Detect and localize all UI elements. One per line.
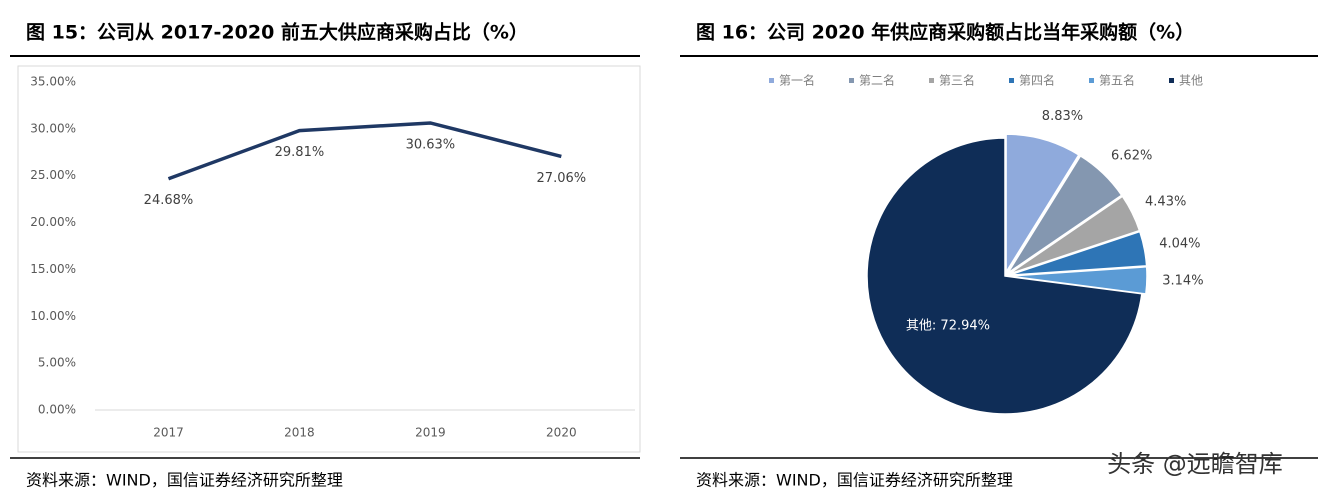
data-label: 8.83% xyxy=(1042,109,1083,124)
watermark: 头条 @远瞻智库 xyxy=(1107,450,1283,478)
legend-label: 第三名 xyxy=(939,73,975,88)
data-label: 其他: 72.94% xyxy=(906,319,990,334)
pie-slice xyxy=(1008,230,1148,276)
y-tick-label: 10.00% xyxy=(30,309,76,323)
plot-frame xyxy=(17,65,641,453)
x-tick-label: 2019 xyxy=(415,426,446,440)
data-label: 6.62% xyxy=(1111,148,1152,163)
legend-label: 其他 xyxy=(1179,74,1203,88)
legend-label: 第二名 xyxy=(859,73,895,88)
legend-swatch xyxy=(1169,78,1174,83)
legend-swatch xyxy=(849,78,854,83)
legend-label: 第一名 xyxy=(779,73,815,88)
data-label: 29.81% xyxy=(275,145,325,160)
data-label: 27.06% xyxy=(537,171,587,186)
legend-swatch xyxy=(929,78,934,83)
y-tick-label: 5.00% xyxy=(38,356,76,370)
y-tick-label: 20.00% xyxy=(30,215,76,229)
x-tick-label: 2020 xyxy=(546,426,577,440)
data-label: 3.14% xyxy=(1162,274,1203,289)
pie-slice xyxy=(866,137,1143,415)
y-tick-label: 0.00% xyxy=(38,403,76,417)
y-tick-label: 15.00% xyxy=(30,262,76,276)
legend-label: 第四名 xyxy=(1019,73,1055,88)
legend-swatch xyxy=(1089,78,1094,83)
data-label: 4.04% xyxy=(1159,236,1200,251)
legend-label: 第五名 xyxy=(1099,73,1135,88)
chart-title: 图 15：公司从 2017-2020 前五大供应商采购占比（%） xyxy=(26,21,528,44)
pie-slice xyxy=(1008,195,1141,275)
source-note: 资料来源：WIND，国信证券经济研究所整理 xyxy=(26,471,343,490)
pie-slice xyxy=(1005,133,1080,275)
data-label: 24.68% xyxy=(144,193,194,208)
line-series xyxy=(167,121,562,181)
data-label: 4.43% xyxy=(1145,195,1186,210)
legend-swatch xyxy=(769,78,774,83)
x-tick-label: 2018 xyxy=(284,426,315,440)
source-note: 资料来源：WIND，国信证券经济研究所整理 xyxy=(696,471,1013,490)
pie-slice xyxy=(1007,154,1123,274)
x-tick-label: 2017 xyxy=(153,426,184,440)
y-tick-label: 25.00% xyxy=(30,168,76,182)
data-label: 30.63% xyxy=(406,137,456,152)
y-tick-label: 35.00% xyxy=(30,75,76,89)
y-tick-label: 30.00% xyxy=(30,121,76,135)
chart-title: 图 16：公司 2020 年供应商采购额占比当年采购额（%） xyxy=(696,21,1194,44)
pie-slice xyxy=(1008,265,1148,295)
legend-swatch xyxy=(1009,78,1014,83)
